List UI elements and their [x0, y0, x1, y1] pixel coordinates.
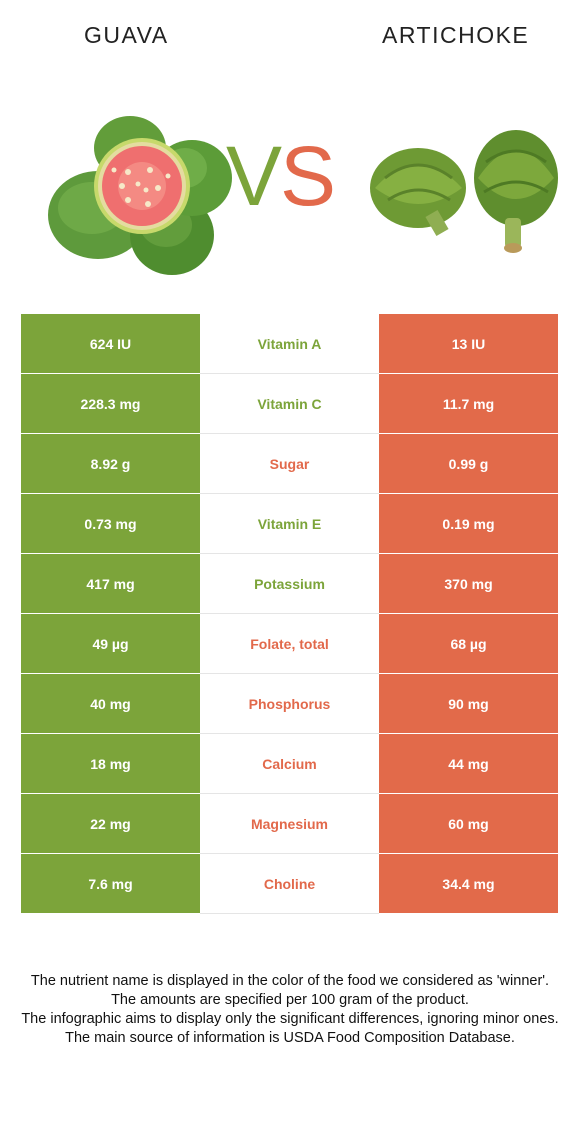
right-value: 90 mg: [379, 673, 558, 734]
nutrient-name: Folate, total: [200, 613, 379, 674]
guava-image: [48, 116, 232, 275]
nutrient-name: Magnesium: [200, 793, 379, 854]
comparison-table: 624 IU Vitamin A 13 IU 228.3 mg Vitamin C 11.…: [21, 314, 558, 914]
left-value: 0.73 mg: [21, 493, 200, 554]
left-value: 228.3 mg: [21, 373, 200, 434]
right-value: 13 IU: [379, 314, 558, 374]
nutrient-name: Choline: [200, 853, 379, 914]
footnote-line: The amounts are specified per 100 gram o…: [111, 992, 469, 1008]
left-value: 7.6 mg: [21, 853, 200, 914]
vs-label: VS: [226, 128, 336, 225]
table-row: 40 mg Phosphorus 90 mg: [21, 673, 558, 734]
left-value: 40 mg: [21, 673, 200, 734]
left-value: 49 µg: [21, 613, 200, 674]
footnote-line: The main source of information is USDA F…: [65, 1030, 515, 1046]
table-row: 417 mg Potassium 370 mg: [21, 553, 558, 614]
nutrient-name: Sugar: [200, 433, 379, 494]
nutrient-name: Vitamin A: [200, 314, 379, 374]
left-value: 8.92 g: [21, 433, 200, 494]
nutrient-name: Vitamin C: [200, 373, 379, 434]
vs-v: V: [226, 129, 282, 223]
right-value: 34.4 mg: [379, 853, 558, 914]
vs-s: S: [280, 129, 336, 223]
left-food-title: GUAVA: [84, 22, 169, 48]
table-row: 18 mg Calcium 44 mg: [21, 733, 558, 794]
nutrient-name: Potassium: [200, 553, 379, 614]
right-value: 44 mg: [379, 733, 558, 794]
table-row: 22 mg Magnesium 60 mg: [21, 793, 558, 854]
right-value: 60 mg: [379, 793, 558, 854]
right-value: 370 mg: [379, 553, 558, 614]
left-value: 22 mg: [21, 793, 200, 854]
right-value: 0.99 g: [379, 433, 558, 494]
nutrient-name: Calcium: [200, 733, 379, 794]
left-value: 18 mg: [21, 733, 200, 794]
nutrient-name: Phosphorus: [200, 673, 379, 734]
table-row: 8.92 g Sugar 0.99 g: [21, 433, 558, 494]
footnote: The nutrient name is displayed in the co…: [18, 972, 562, 1048]
footnote-line: The nutrient name is displayed in the co…: [30, 973, 550, 989]
footnote-line: The infographic aims to display only the…: [21, 1011, 559, 1027]
nutrient-name: Vitamin E: [200, 493, 379, 554]
hero-illustration: [48, 116, 558, 275]
table-row: 7.6 mg Choline 34.4 mg: [21, 853, 558, 914]
right-food-title: ARTICHOKE: [382, 22, 530, 48]
artichoke-image: [370, 130, 558, 253]
table-row: 49 µg Folate, total 68 µg: [21, 613, 558, 674]
right-value: 68 µg: [379, 613, 558, 674]
left-value: 417 mg: [21, 553, 200, 614]
table-row: 624 IU Vitamin A 13 IU: [21, 314, 558, 374]
left-value: 624 IU: [21, 314, 200, 374]
table-row: 228.3 mg Vitamin C 11.7 mg: [21, 373, 558, 434]
table-row: 0.73 mg Vitamin E 0.19 mg: [21, 493, 558, 554]
right-value: 11.7 mg: [379, 373, 558, 434]
right-value: 0.19 mg: [379, 493, 558, 554]
